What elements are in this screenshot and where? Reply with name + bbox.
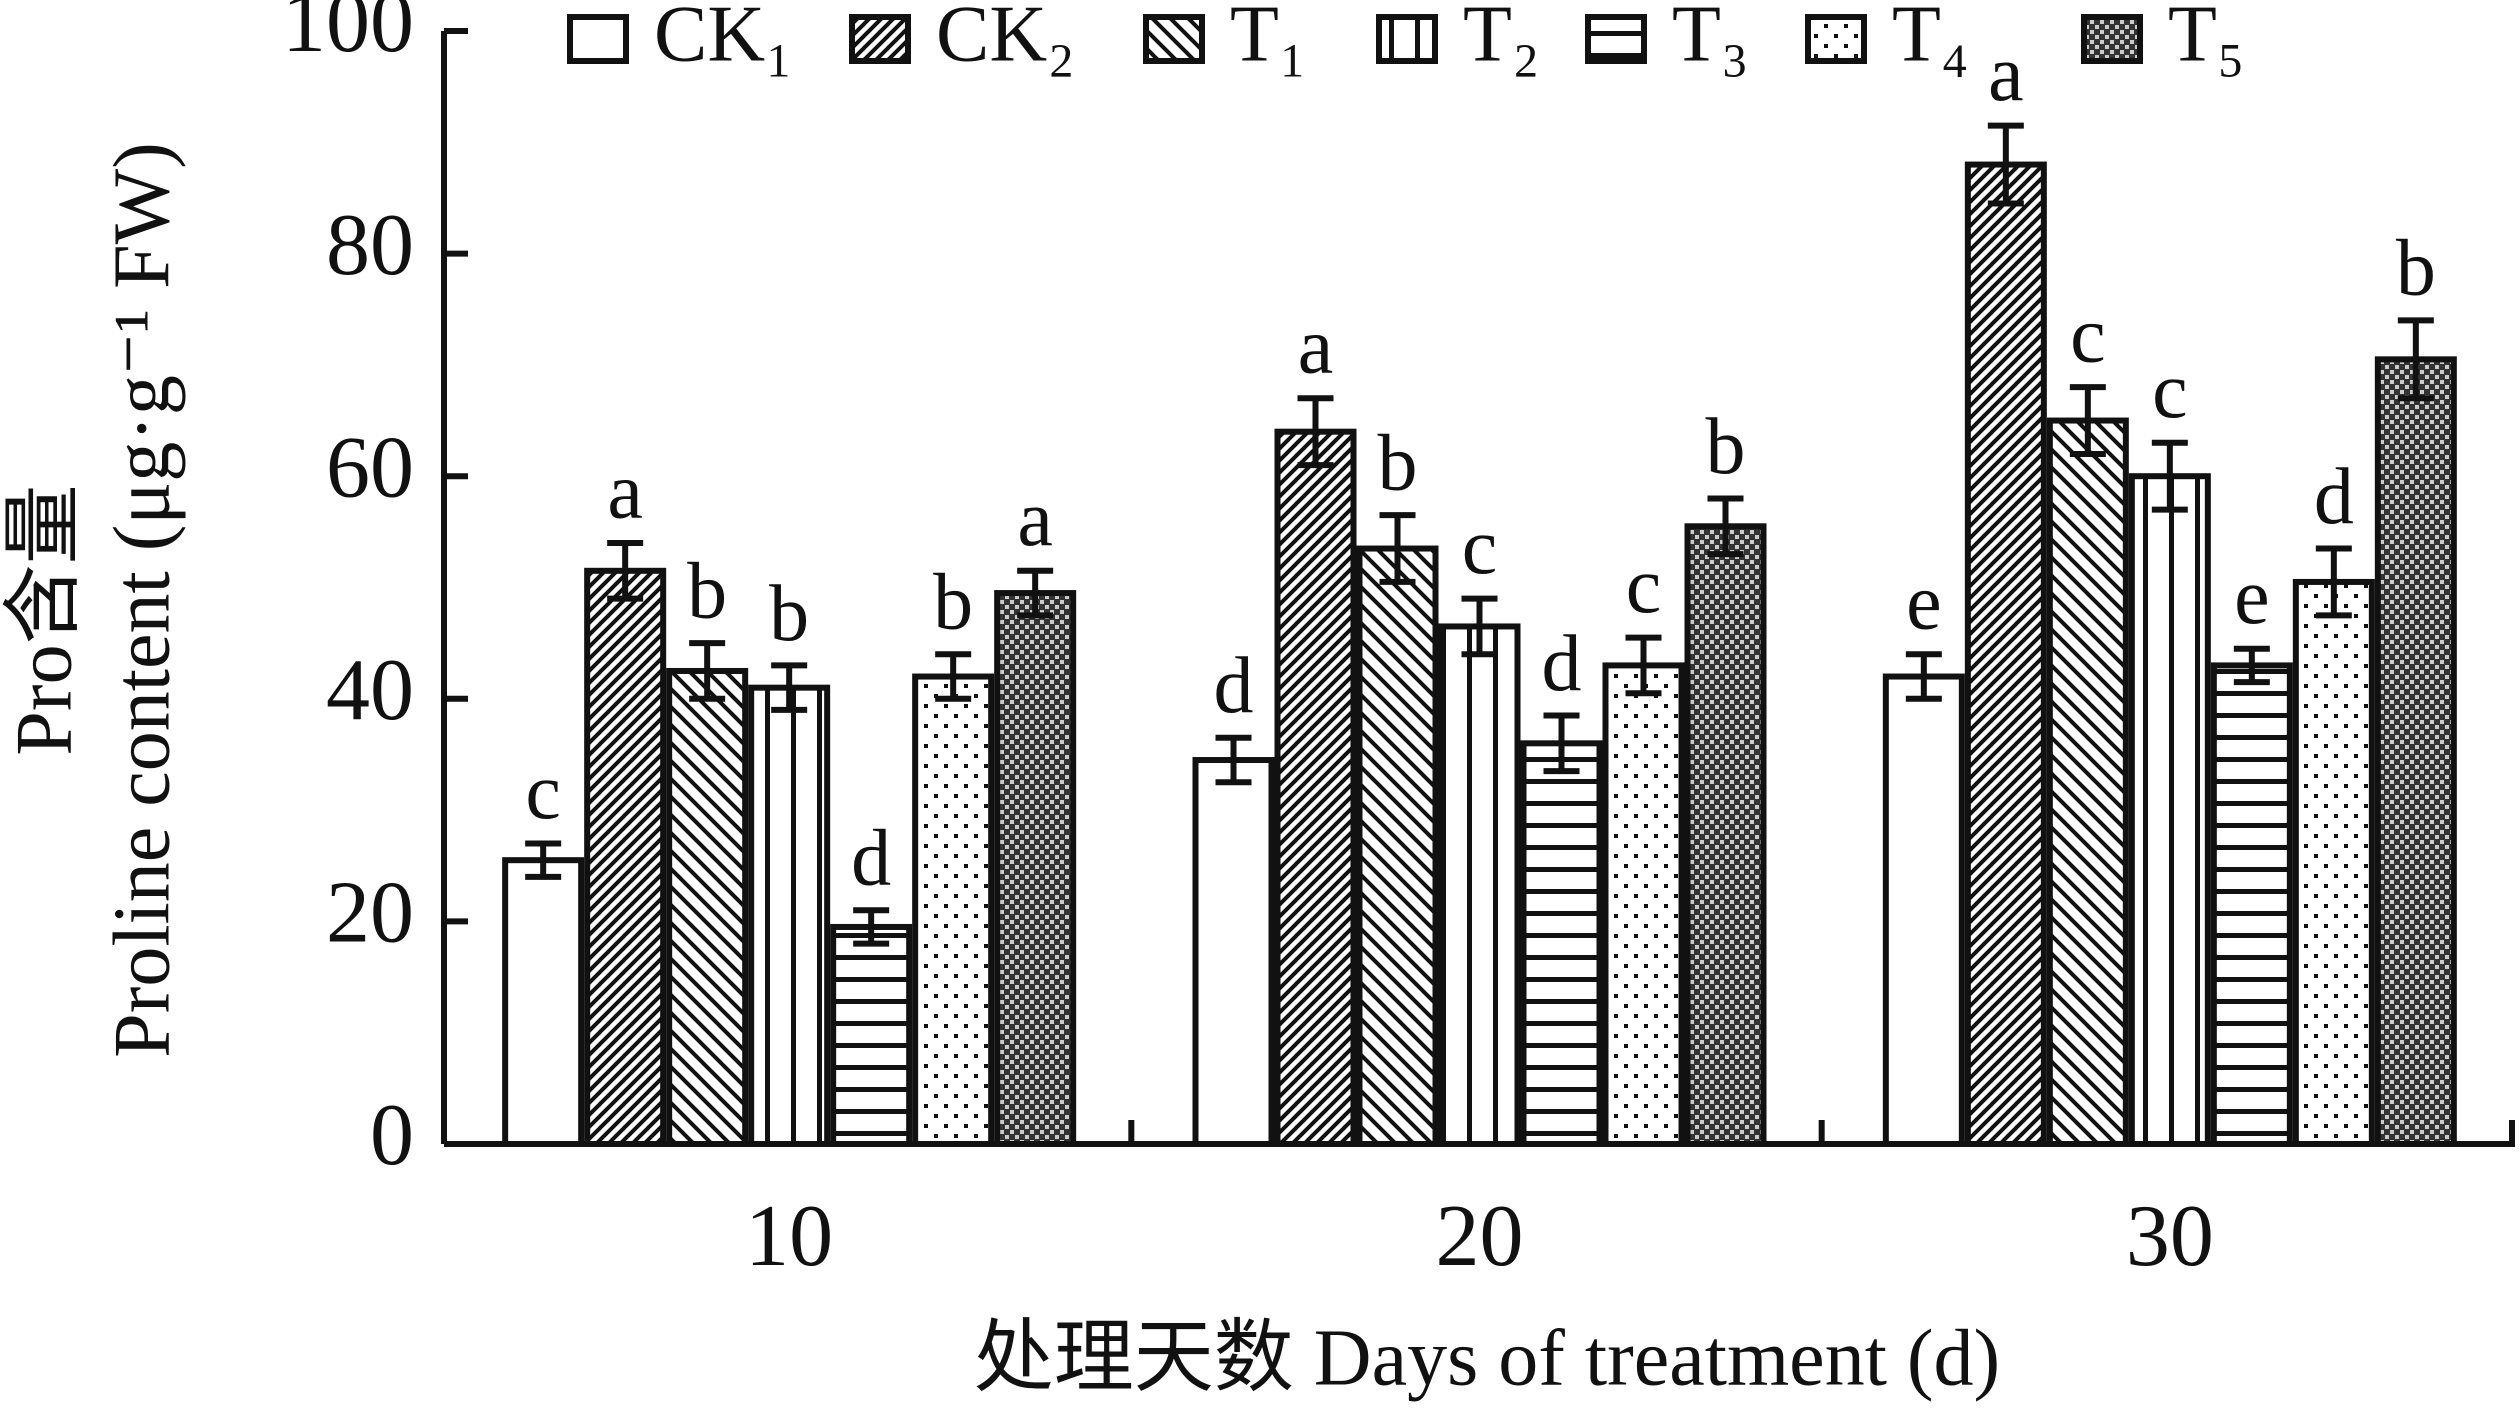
legend-label: CK₂ — [936, 0, 1075, 78]
error-bar — [607, 539, 644, 602]
significance-label: b — [2396, 225, 2436, 313]
error-bar — [1297, 395, 1334, 469]
significance-label: e — [2234, 553, 2270, 641]
error-bar — [2151, 439, 2188, 513]
legend-swatch — [2081, 14, 2143, 64]
legend-label: T₃ — [1672, 0, 1749, 78]
error-bar — [1625, 634, 1662, 697]
y-tick-label: 0 — [370, 1087, 414, 1184]
error-bar — [1707, 495, 1744, 558]
y-tick-label: 40 — [326, 642, 414, 739]
bar — [1882, 673, 1965, 1147]
bar — [666, 667, 749, 1147]
bar — [994, 590, 1077, 1147]
significance-label: d — [2314, 453, 2354, 541]
x-tick-label: 30 — [2126, 1188, 2214, 1285]
bar — [2046, 417, 2129, 1147]
error-bar — [1987, 122, 2024, 207]
legend-label: T₂ — [1463, 0, 1540, 78]
significance-label: d — [1214, 642, 1254, 730]
bar — [1356, 545, 1439, 1147]
bar — [1520, 740, 1603, 1147]
legend-swatch — [1143, 14, 1205, 64]
error-bar — [771, 662, 808, 713]
bar — [584, 567, 667, 1147]
significance-label: c — [1626, 542, 1662, 630]
bar — [748, 684, 831, 1147]
significance-label: b — [687, 548, 727, 636]
legend-swatch — [567, 14, 629, 64]
significance-label: c — [1462, 503, 1498, 591]
x-tick-label: 10 — [745, 1188, 833, 1285]
bar — [830, 923, 913, 1148]
error-bar — [1215, 734, 1252, 786]
bar — [1964, 161, 2047, 1147]
significance-label: b — [1706, 403, 1746, 491]
y-tick-label: 60 — [326, 419, 414, 516]
bar — [1274, 428, 1357, 1147]
bar — [1602, 662, 1685, 1147]
significance-label: a — [1988, 30, 2024, 118]
significance-label: d — [851, 815, 891, 903]
error-bar — [1379, 512, 1416, 585]
error-bar — [1905, 651, 1942, 702]
legend-swatch — [1585, 14, 1647, 64]
significance-label: b — [933, 559, 973, 647]
error-bar — [2233, 645, 2270, 686]
significance-label: b — [769, 570, 809, 658]
error-bar — [1543, 712, 1580, 775]
y-tick-label: 80 — [326, 197, 414, 294]
legend-label: T₁ — [1230, 0, 1307, 78]
error-bar — [1017, 567, 1054, 619]
y-axis-label: Pro含量 — [0, 484, 88, 755]
y-tick-label: 100 — [282, 0, 414, 71]
error-bar — [1461, 595, 1498, 658]
significance-label: a — [1017, 475, 1053, 563]
bar — [912, 673, 995, 1147]
x-tick-label: 20 — [1436, 1188, 1524, 1285]
significance-label: c — [2070, 292, 2106, 380]
bar — [2292, 578, 2375, 1147]
bar — [2210, 662, 2293, 1147]
significance-label: a — [1298, 303, 1334, 391]
bar — [1438, 623, 1521, 1147]
bar — [2374, 356, 2457, 1147]
error-bar — [689, 640, 726, 702]
significance-label: c — [2152, 347, 2188, 435]
significance-label: e — [1906, 559, 1942, 647]
bar — [1192, 757, 1275, 1147]
legend-label: T₅ — [2168, 0, 2245, 78]
error-bar — [2069, 384, 2106, 457]
error-bar — [2315, 545, 2352, 619]
legend-label: CK₁ — [654, 0, 793, 78]
legend-swatch — [849, 14, 911, 64]
x-axis-label: 处理天数 Days of treatment (d) — [974, 1314, 2000, 1402]
y-axis-label: Proline content (μg·g⁻¹ FW) — [98, 142, 186, 1058]
significance-label: d — [1542, 620, 1582, 708]
legend-swatch — [1805, 14, 1867, 64]
legend-label: T₄ — [1892, 0, 1969, 78]
error-bar — [525, 840, 562, 880]
significance-label: c — [525, 748, 561, 836]
bar — [502, 857, 585, 1147]
bar — [2128, 473, 2211, 1147]
bar — [1684, 523, 1767, 1147]
significance-label: a — [607, 447, 643, 535]
y-tick-label: 20 — [326, 865, 414, 962]
legend-swatch — [1376, 14, 1438, 64]
error-bar — [2397, 317, 2434, 402]
error-bar — [853, 907, 890, 947]
significance-label: b — [1378, 420, 1418, 508]
error-bar — [935, 651, 972, 702]
